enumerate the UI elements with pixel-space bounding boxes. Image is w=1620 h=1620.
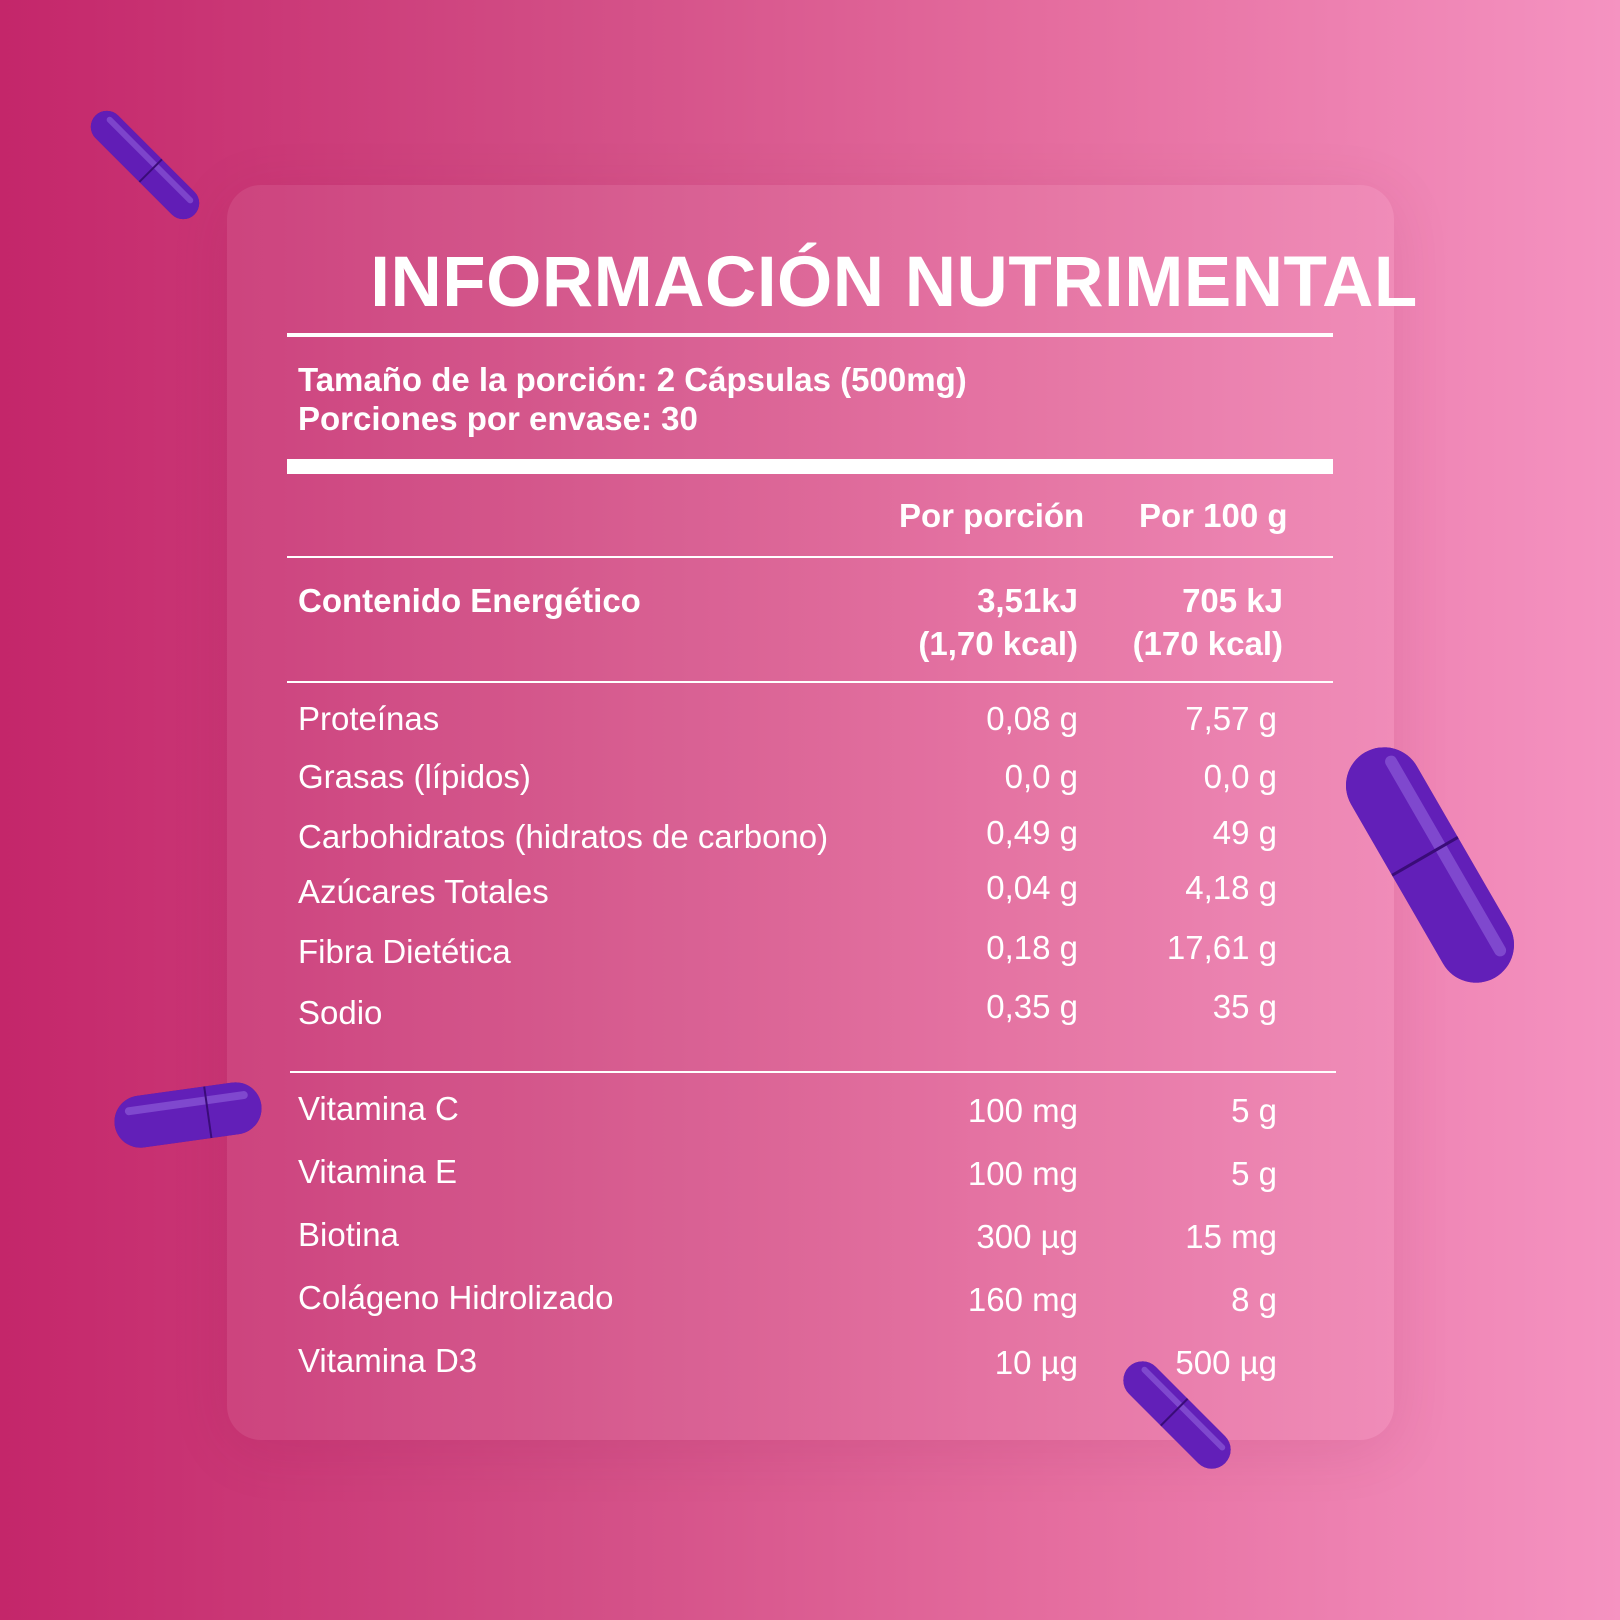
nutrient-label: Azúcares Totales [298, 873, 549, 910]
title-text: INFORMACIÓN NUTRIMENTAL [370, 243, 1418, 322]
vitamin-per-100g: 500 µg [1175, 1344, 1277, 1381]
serving-divider [287, 459, 1333, 474]
capsule-image [1346, 747, 1514, 983]
title-divider [287, 333, 1333, 337]
nutrient-per-serving: 0,49 g [986, 814, 1078, 851]
energy-label: Contenido Energético [298, 582, 641, 619]
column-header-per-100g: Por 100 g [1139, 497, 1288, 534]
vitamin-per-100g: 15 mg [1185, 1218, 1277, 1255]
vitamin-per-serving: 10 µg [994, 1344, 1078, 1381]
page-title: INFORMACIÓN NUTRIMENTAL [0, 242, 1620, 323]
energy-per-100g-kcal: (170 kcal) [1132, 625, 1283, 662]
nutrient-per-100g: 49 g [1212, 814, 1277, 851]
energy-per-serving-kcal: (1,70 kcal) [918, 625, 1078, 662]
nutrient-label: Grasas (lípidos) [298, 758, 531, 795]
capsule-image [90, 110, 200, 220]
header-divider [287, 556, 1333, 558]
energy-divider [287, 681, 1333, 683]
nutrient-label: Proteínas [298, 700, 440, 737]
servings-per-container: Porciones por envase: 30 [298, 400, 698, 437]
vitamin-label: Vitamina D3 [298, 1342, 478, 1379]
nutrient-label: Sodio [298, 994, 383, 1031]
nutrient-per-serving: 0,04 g [986, 869, 1078, 906]
vitamin-per-serving: 160 mg [967, 1281, 1078, 1318]
energy-per-100g-kj: 705 kJ [1182, 582, 1283, 619]
nutrient-per-100g: 35 g [1212, 988, 1277, 1025]
vitamin-per-serving: 100 mg [967, 1155, 1078, 1192]
energy-per-serving-kj: 3,51kJ [977, 582, 1078, 619]
vitamin-per-100g: 8 g [1231, 1281, 1277, 1318]
vitamin-per-100g: 5 g [1231, 1155, 1277, 1192]
nutrient-per-serving: 0,35 g [986, 988, 1078, 1025]
vitamin-per-100g: 5 g [1231, 1092, 1277, 1129]
vitamin-per-serving: 100 mg [967, 1092, 1078, 1129]
nutrient-per-100g: 17,61 g [1166, 929, 1277, 966]
nutrition-card [227, 185, 1394, 1440]
vitamin-label: Biotina [298, 1216, 399, 1253]
nutrient-per-serving: 0,0 g [1004, 758, 1078, 795]
nutrient-label: Carbohidratos (hidratos de carbono) [298, 818, 829, 855]
vitamin-per-serving: 300 µg [976, 1218, 1078, 1255]
vitamin-label: Vitamina C [298, 1090, 459, 1127]
column-header-per-serving: Por porción [899, 497, 1085, 534]
vitamin-label: Colágeno Hidrolizado [298, 1279, 614, 1316]
nutrient-per-serving: 0,18 g [986, 929, 1078, 966]
nutrient-per-100g: 4,18 g [1185, 869, 1277, 906]
nutrients-divider [290, 1071, 1336, 1073]
capsule-image [1123, 1361, 1231, 1469]
capsule-image [114, 1082, 262, 1148]
nutrient-label: Fibra Dietética [298, 933, 511, 970]
nutrient-per-100g: 0,0 g [1203, 758, 1277, 795]
nutrient-per-100g: 7,57 g [1185, 700, 1277, 737]
vitamin-label: Vitamina E [298, 1153, 457, 1190]
nutrient-per-serving: 0,08 g [986, 700, 1078, 737]
serving-size: Tamaño de la porción: 2 Cápsulas (500mg) [298, 361, 967, 398]
